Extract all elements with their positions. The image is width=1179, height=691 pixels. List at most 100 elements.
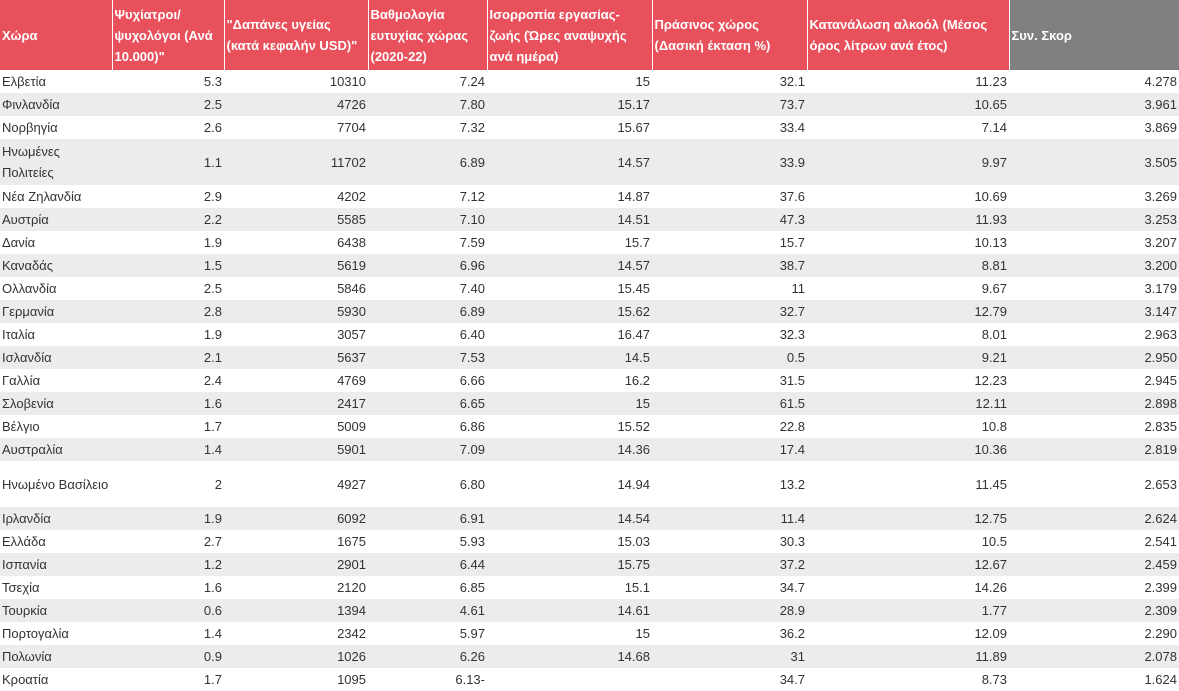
header-health-spending[interactable]: "Δαπάνες υγείας (κατά κεφαλήν USD)" — [224, 0, 369, 70]
health-spending-cell: 4769 — [224, 369, 368, 392]
work-life-balance-cell: 15.17 — [487, 93, 652, 116]
total-score-cell: 2.945 — [1009, 369, 1179, 392]
header-green-space[interactable]: Πράσινος χώρος (Δασική έκταση %) — [652, 0, 808, 70]
psychiatrists-cell: 1.6 — [112, 392, 224, 415]
alcohol-consumption-cell: 12.67 — [807, 553, 1009, 576]
table-row: Ηνωμένο Βασίλειο 2 4927 6.80 14.94 13.2 11.45 2… — [0, 461, 1179, 507]
total-score-cell: 2.819 — [1009, 438, 1179, 461]
happiness-score-cell: 7.12 — [368, 185, 487, 208]
total-score-cell: 3.200 — [1009, 254, 1179, 277]
green-space-cell: 32.7 — [652, 300, 807, 323]
health-spending-cell: 5846 — [224, 277, 368, 300]
header-country[interactable]: Χώρα — [0, 0, 113, 70]
health-spending-cell: 10310 — [224, 70, 368, 93]
green-space-cell: 17.4 — [652, 438, 807, 461]
total-score-cell: 2.898 — [1009, 392, 1179, 415]
happiness-score-cell: 7.10 — [368, 208, 487, 231]
green-space-cell: 34.7 — [652, 668, 807, 691]
country-cell: Ιρλανδία — [0, 507, 112, 530]
alcohol-consumption-cell: 10.65 — [807, 93, 1009, 116]
work-life-balance-cell: 15 — [487, 392, 652, 415]
health-spending-cell: 5619 — [224, 254, 368, 277]
total-score-cell: 2.653 — [1009, 461, 1179, 507]
total-score-cell: 3.207 — [1009, 231, 1179, 254]
green-space-cell: 36.2 — [652, 622, 807, 645]
country-cell: Ιταλία — [0, 323, 112, 346]
psychiatrists-cell: 1.9 — [112, 507, 224, 530]
green-space-cell: 0.5 — [652, 346, 807, 369]
total-score-cell: 2.835 — [1009, 415, 1179, 438]
country-cell: Ελλάδα — [0, 530, 112, 553]
total-score-cell: 2.459 — [1009, 553, 1179, 576]
happiness-score-cell: 6.66 — [368, 369, 487, 392]
alcohol-consumption-cell: 10.69 — [807, 185, 1009, 208]
green-space-cell: 15.7 — [652, 231, 807, 254]
header-work-life-balance[interactable]: Ισορροπία εργασίας-ζωής (Ώρες αναψυχής α… — [487, 0, 653, 70]
work-life-balance-cell: 14.57 — [487, 139, 652, 185]
total-score-cell: 2.950 — [1009, 346, 1179, 369]
alcohol-consumption-cell: 9.97 — [807, 139, 1009, 185]
table-row: Δανία 1.9 6438 7.59 15.7 15.7 10.13 3.207 — [0, 231, 1179, 254]
table-row: Σλοβενία 1.6 2417 6.65 15 61.5 12.11 2.898 — [0, 392, 1179, 415]
green-space-cell: 31 — [652, 645, 807, 668]
psychiatrists-cell: 1.2 — [112, 553, 224, 576]
psychiatrists-cell: 2.9 — [112, 185, 224, 208]
psychiatrists-cell: 2.2 — [112, 208, 224, 231]
health-spending-cell: 3057 — [224, 323, 368, 346]
psychiatrists-cell: 1.9 — [112, 231, 224, 254]
table-row: Νορβηγία 2.6 7704 7.32 15.67 33.4 7.14 3.869 — [0, 116, 1179, 139]
table-row: Κροατία 1.7 1095 6.13- 34.7 8.73 1.624 — [0, 668, 1179, 691]
health-spending-cell: 7704 — [224, 116, 368, 139]
psychiatrists-cell: 1.4 — [112, 438, 224, 461]
work-life-balance-cell: 16.47 — [487, 323, 652, 346]
work-life-balance-cell: 14.36 — [487, 438, 652, 461]
total-score-cell: 2.399 — [1009, 576, 1179, 599]
health-spending-cell: 5901 — [224, 438, 368, 461]
happiness-score-cell: 6.65 — [368, 392, 487, 415]
health-spending-cell: 2901 — [224, 553, 368, 576]
health-spending-cell: 2417 — [224, 392, 368, 415]
green-space-cell: 28.9 — [652, 599, 807, 622]
happiness-score-cell: 7.40 — [368, 277, 487, 300]
happiness-score-cell: 7.59 — [368, 231, 487, 254]
country-cell: Βέλγιο — [0, 415, 112, 438]
total-score-cell: 3.869 — [1009, 116, 1179, 139]
health-spending-cell: 4726 — [224, 93, 368, 116]
psychiatrists-cell: 1.4 — [112, 622, 224, 645]
green-space-cell: 37.6 — [652, 185, 807, 208]
country-cell: Πολωνία — [0, 645, 112, 668]
work-life-balance-cell: 14.51 — [487, 208, 652, 231]
psychiatrists-cell: 2.1 — [112, 346, 224, 369]
happiness-score-cell: 6.89 — [368, 300, 487, 323]
header-alcohol-consumption[interactable]: Κατανάλωση αλκοόλ (Μέσος όρος λίτρων ανά… — [807, 0, 1010, 70]
header-psychiatrists[interactable]: Ψυχίατροι/ ψυχολόγοι (Ανά 10.000)" — [112, 0, 225, 70]
country-cell: Νορβηγία — [0, 116, 112, 139]
work-life-balance-cell: 15 — [487, 622, 652, 645]
psychiatrists-cell: 1.6 — [112, 576, 224, 599]
alcohol-consumption-cell: 10.8 — [807, 415, 1009, 438]
table-row: Γαλλία 2.4 4769 6.66 16.2 31.5 12.23 2.945 — [0, 369, 1179, 392]
header-happiness-score[interactable]: Βαθμολογία ευτυχίας χώρας (2020-22) — [368, 0, 488, 70]
work-life-balance-cell: 14.57 — [487, 254, 652, 277]
work-life-balance-cell: 15.45 — [487, 277, 652, 300]
work-life-balance-cell: 15.62 — [487, 300, 652, 323]
header-total-score[interactable]: Συν. Σκορ — [1009, 0, 1179, 70]
happiness-score-cell: 6.40 — [368, 323, 487, 346]
country-cell: Αυστραλία — [0, 438, 112, 461]
table-row: Ισλανδία 2.1 5637 7.53 14.5 0.5 9.21 2.950 — [0, 346, 1179, 369]
table-row: Αυστραλία 1.4 5901 7.09 14.36 17.4 10.36 2.819 — [0, 438, 1179, 461]
work-life-balance-cell: 15.52 — [487, 415, 652, 438]
alcohol-consumption-cell: 11.93 — [807, 208, 1009, 231]
total-score-cell: 4.278 — [1009, 70, 1179, 93]
total-score-cell: 3.505 — [1009, 139, 1179, 185]
header-row: Χώρα Ψυχίατροι/ ψυχολόγοι (Ανά 10.000)" … — [0, 0, 1179, 70]
table-row: Φινλανδία 2.5 4726 7.80 15.17 73.7 10.65 3.961 — [0, 93, 1179, 116]
work-life-balance-cell: 15.03 — [487, 530, 652, 553]
happiness-score-cell: 7.24 — [368, 70, 487, 93]
alcohol-consumption-cell: 12.75 — [807, 507, 1009, 530]
happiness-score-cell: 4.61 — [368, 599, 487, 622]
happiness-score-cell: 6.96 — [368, 254, 487, 277]
work-life-balance-cell: 15.67 — [487, 116, 652, 139]
table-row: Πορτογαλία 1.4 2342 5.97 15 36.2 12.09 2.290 — [0, 622, 1179, 645]
green-space-cell: 11 — [652, 277, 807, 300]
